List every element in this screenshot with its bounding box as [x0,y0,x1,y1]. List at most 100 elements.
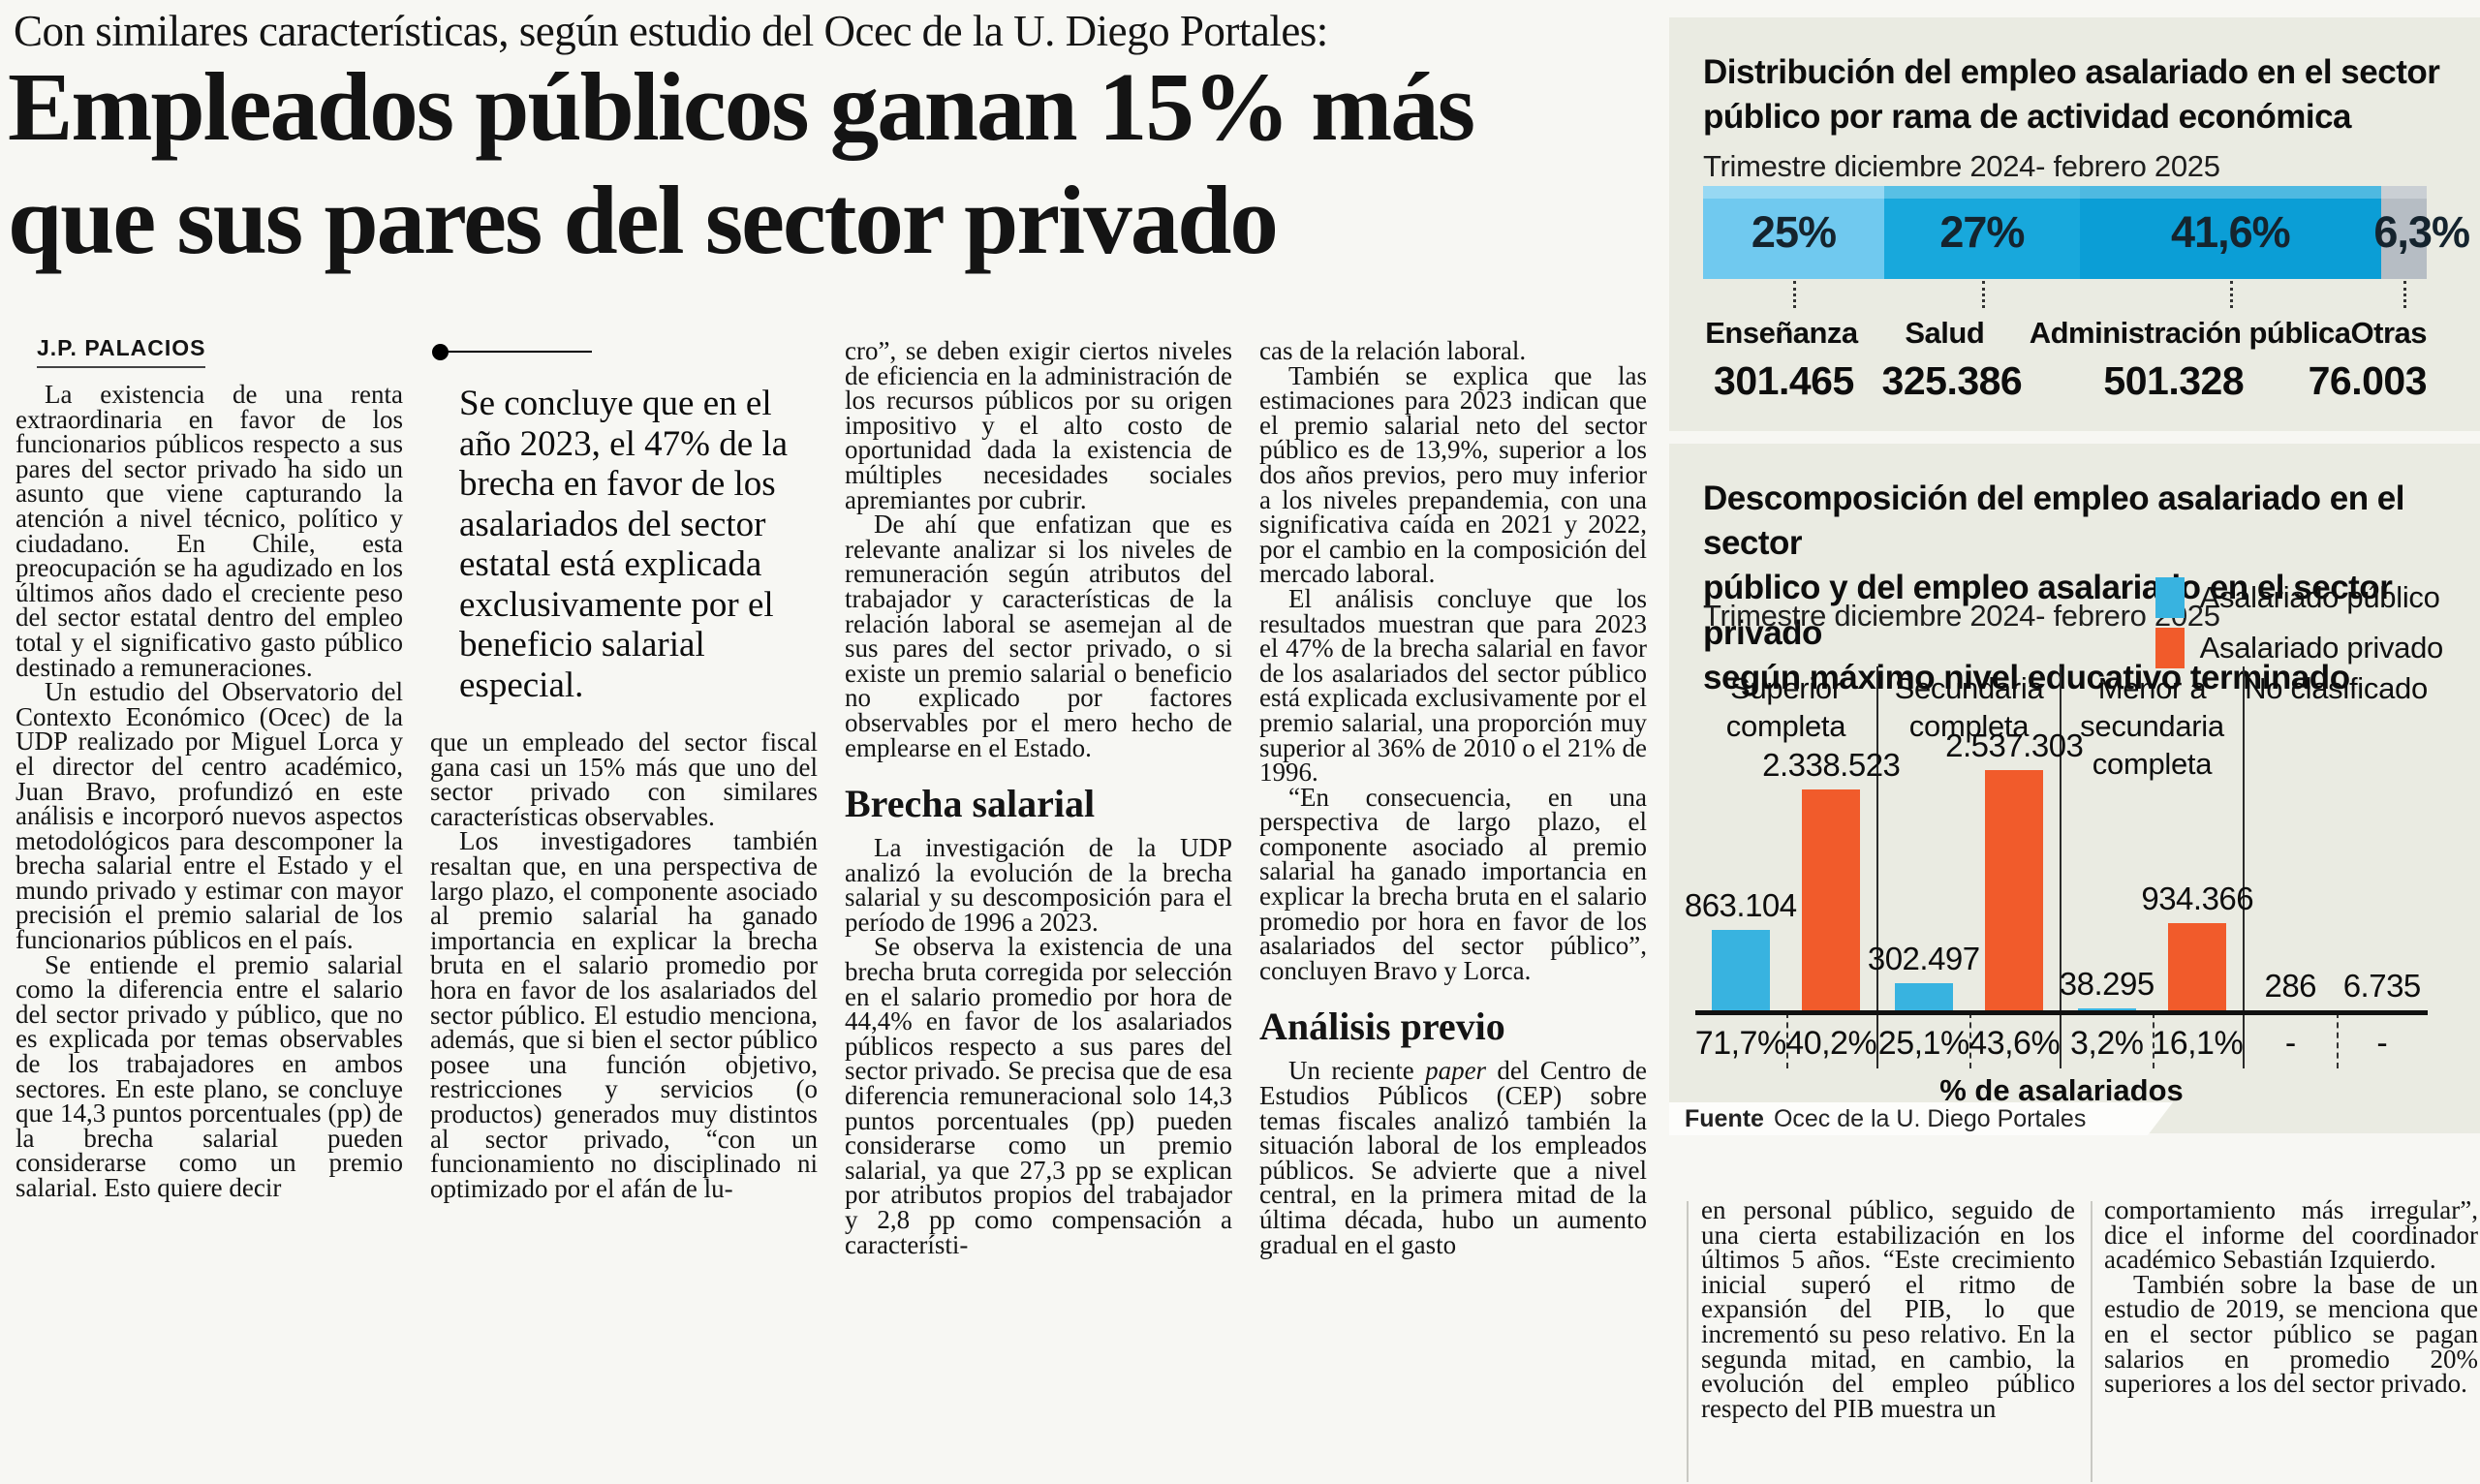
body-paragraph: La investigación de la UDP analizó la ev… [845,833,1232,937]
bar-value-label: 2.338.523 [1762,747,1901,783]
body-paragraph: cro”, se deben exigir ciertos niveles de… [845,336,1232,514]
column-rule [1687,1201,1689,1482]
percent-label: - [2376,1025,2388,1062]
stacked-bar: 25% 27% 41,6% 6,3% [1703,186,2470,279]
body-paragraph: Se entiende el premio salarial como la d… [16,949,403,1202]
percent-label: - [2284,1025,2296,1062]
group-category-label: Superior completa [1725,671,1846,743]
category-label: Salud [1905,316,1985,350]
quote-rule-dot [432,344,449,360]
bar-value-label: 2.537.303 [1945,727,2084,763]
body-paragraph: “En consecuencia, en una perspectiva de … [1259,782,1647,985]
chart2-group-2: Menor a secundaria completa 38.295 934.366… [2059,666,2254,1068]
kicker: Con similares características, según est… [14,7,1328,55]
dotted-connector [1981,281,1985,308]
bar-public [1711,930,1770,1012]
legend-label: Asalariado privado [2199,631,2444,665]
bar-value-label: 934.366 [2141,881,2254,916]
percent-label: 43,6% [1968,1025,2061,1062]
bar-public [1894,983,1953,1012]
body-paragraph: La existencia de una renta extraordinari… [16,380,403,682]
chart1-subtitle: Trimestre diciembre 2024- febrero 2025 [1703,149,2220,183]
percent-separator [2336,1012,2339,1068]
infographic-education-panel: Descomposición del empleo asalariado en … [1669,444,2480,1133]
segment-percent-label: 41,6% [2171,207,2291,257]
legend-swatch-public [2154,577,2185,618]
category-value: 76.003 [2308,358,2428,403]
percent-label: 16,1% [2152,1025,2244,1062]
body-paragraph: De ahí que enfatizan que es relevante an… [845,510,1232,762]
percent-separator [1785,1012,1788,1068]
chart2-source: Fuente Ocec de la U. Diego Portales [1669,1102,2173,1135]
percent-label: 3,2% [2070,1025,2144,1062]
category-value: 501.328 [2103,358,2245,403]
body-paragraph: También se explica que las estimaciones … [1259,360,1647,589]
category-label: Enseñanza [1705,316,1858,350]
chart2-xlabel: % de asalariados [1939,1073,2184,1107]
chart2-groups: Superior completa 863.104 2.338.523 71,7% 40… [1685,666,2428,1068]
article-column-2: Se concluye que en el año 2023, el 47% d… [430,337,818,1484]
bar-segment-2: 41,6% [2079,186,2381,279]
column-rule [2091,1201,2092,1482]
body-paragraph: que un empleado del sector fiscal gana c… [430,727,818,831]
group-category-label: No clasificado [2245,671,2428,705]
chart1-category-labels: Enseñanza Salud Administración pública Otra… [1703,316,2427,351]
legend-swatch-private [2154,628,2185,668]
body-paragraph: en personal público, seguido de una cier… [1701,1195,2075,1423]
article-column-4: cas de la relación laboral. También se ex… [1259,336,1647,1484]
dotted-connector [2230,281,2234,308]
chart1-category-values: 301.465 325.386 501.328 76.003 [1703,358,2427,404]
bar-private [1985,770,2044,1012]
legend-row: Asalariado privado [2154,628,2444,668]
body-paragraph: cas de la relación laboral. [1259,336,1527,365]
segment-percent-label: 27% [1939,207,2025,257]
segment-percent-label: 6,3% [2373,207,2470,257]
headline-line-1: Empleados públicos ganan 15% más [8,52,1475,161]
article-column-3: cro”, se deben exigir ciertos niveles de… [845,336,1232,1484]
body-paragraph: Se observa la existencia de una brecha b… [845,932,1232,1259]
byline: J.P. PALACIOS [37,335,206,368]
legend-label: Asalariado público [2199,580,2440,614]
bar-value-label: 302.497 [1867,941,1980,976]
infographic-activity-panel: Distribución del empleo asalariado en el… [1669,17,2480,431]
percent-separator [2152,1012,2154,1068]
chart2-title: Descomposición del empleo asalariado en … [1703,479,2404,696]
chart2-group-0: Superior completa 863.104 2.338.523 71,7% 40… [1685,666,1901,1068]
percent-label: 40,2% [1785,1025,1877,1062]
dotted-connector [1793,281,1797,308]
source-text: Ocec de la U. Diego Portales [1773,1105,2087,1132]
chart1-title: Distribución del empleo asalariado en el… [1703,53,2440,137]
body-paragraph: comportamiento más irregular”, dice el i… [2104,1195,2478,1275]
category-label: Administración pública [2029,316,2351,350]
category-value: 301.465 [1714,358,1854,403]
section-subhead: Brecha salarial [845,782,1096,826]
dotted-connector [2403,281,2407,308]
pull-quote: Se concluye que en el año 2023, el 47% d… [459,384,789,705]
quote-rule [432,343,818,364]
bottom-column-2: comportamiento más irregular”, dice el i… [2104,1195,2478,1484]
body-paragraph: El análisis concluye que los resultados … [1259,583,1647,788]
bar-private [1802,789,1861,1012]
bar-value-label: 38.295 [2059,966,2154,1002]
chart2-group-3: No clasificado 286 6.735 - - [2245,666,2428,1068]
chart2-legend: Asalariado público Asalariado privado [2154,577,2444,678]
segment-percent-label: 25% [1751,207,1837,257]
bar-segment-1: 27% [1883,186,2080,279]
category-label: Otras [2350,316,2428,350]
chart2-group-1: Secundaria completa 302.497 2.537.303 25,1%… [1868,666,2084,1068]
category-value: 325.386 [1881,358,2023,403]
percent-label: 25,1% [1877,1025,1969,1062]
bottom-column-1: en personal público, seguido de una cier… [1701,1195,2075,1484]
chart2-axis-baseline [1695,1010,2428,1015]
percent-label: 71,7% [1694,1025,1786,1062]
percent-separator [1968,1012,1971,1068]
body-paragraph: También sobre la base de un estudio de 2… [2104,1269,2478,1399]
headline: Empleados públicos ganan 15% más que sus … [8,50,1684,277]
section-subhead: Análisis previo [1259,1005,1505,1049]
legend-row: Asalariado público [2154,577,2443,618]
group-category-label: Secundaria completa [1894,671,2044,743]
chart2-subtitle: Trimestre diciembre 2024- febrero 2025 [1703,599,2220,633]
headline-line-2: que sus pares del sector privado [8,166,1279,275]
bar-value-label: 6.735 [2342,968,2422,1004]
